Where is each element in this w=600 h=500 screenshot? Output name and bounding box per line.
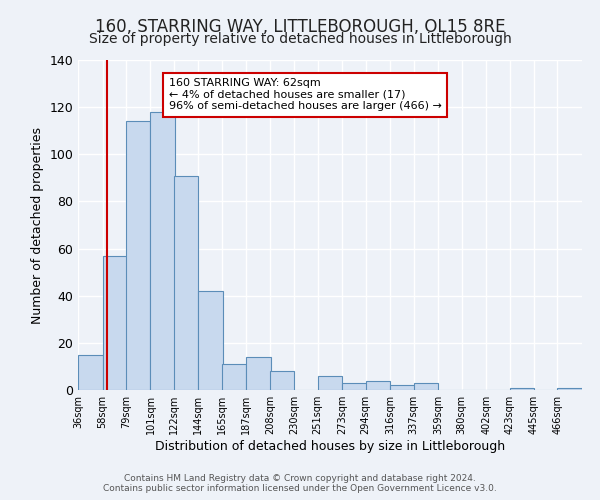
X-axis label: Distribution of detached houses by size in Littleborough: Distribution of detached houses by size …: [155, 440, 505, 453]
Bar: [103, 256, 127, 390]
Y-axis label: Number of detached properties: Number of detached properties: [31, 126, 44, 324]
Bar: [78, 354, 103, 390]
Bar: [126, 122, 151, 390]
Bar: [390, 386, 415, 390]
Text: 160 STARRING WAY: 62sqm
← 4% of detached houses are smaller (17)
96% of semi-det: 160 STARRING WAY: 62sqm ← 4% of detached…: [169, 78, 442, 112]
Bar: [365, 380, 390, 390]
Bar: [342, 383, 367, 390]
Bar: [174, 176, 199, 390]
Bar: [247, 357, 271, 390]
Text: Contains public sector information licensed under the Open Government Licence v3: Contains public sector information licen…: [103, 484, 497, 493]
Bar: [151, 112, 175, 390]
Bar: [199, 291, 223, 390]
Text: 160, STARRING WAY, LITTLEBOROUGH, OL15 8RE: 160, STARRING WAY, LITTLEBOROUGH, OL15 8…: [95, 18, 505, 36]
Bar: [509, 388, 534, 390]
Bar: [413, 383, 438, 390]
Bar: [557, 388, 582, 390]
Bar: [318, 376, 342, 390]
Bar: [222, 364, 247, 390]
Bar: [270, 371, 295, 390]
Text: Contains HM Land Registry data © Crown copyright and database right 2024.: Contains HM Land Registry data © Crown c…: [124, 474, 476, 483]
Text: Size of property relative to detached houses in Littleborough: Size of property relative to detached ho…: [89, 32, 511, 46]
